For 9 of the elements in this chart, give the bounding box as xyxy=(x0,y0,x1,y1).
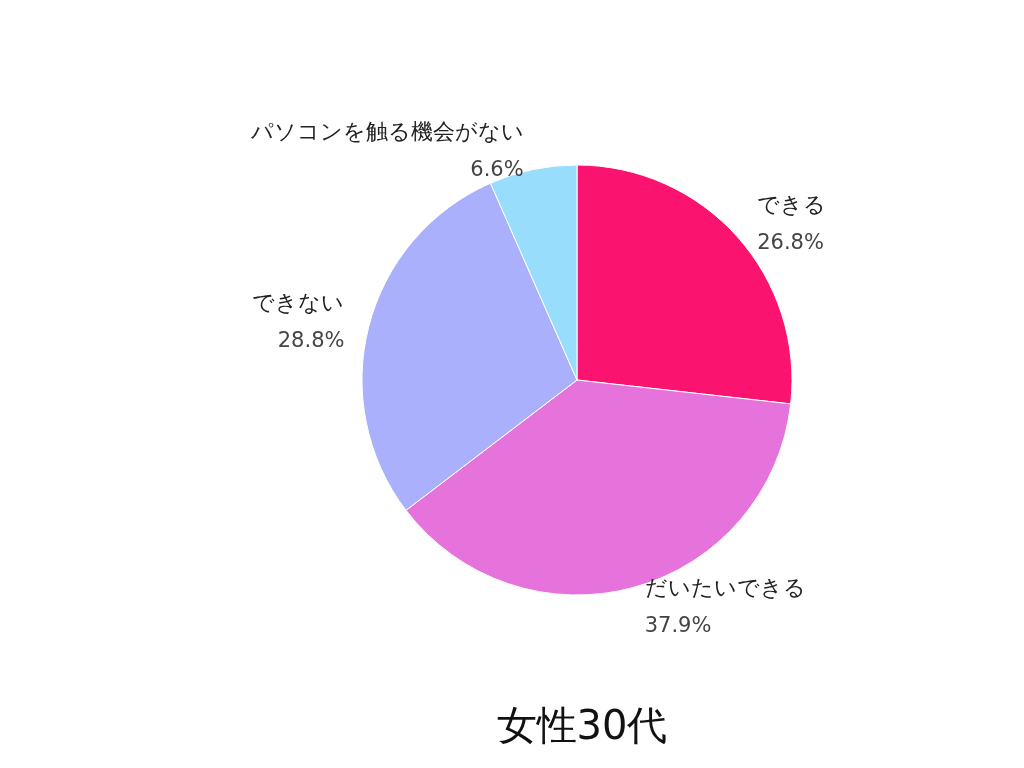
slice-label: パソコンを触る機会がない xyxy=(249,118,524,144)
slice-label: できる xyxy=(757,191,827,217)
slice-label: だいたいできる xyxy=(644,574,806,600)
data-label: 28.8% xyxy=(277,328,345,353)
text: 女性30代 xyxy=(496,702,668,748)
data-label: 37.9% xyxy=(644,613,712,638)
data-label: 26.8% xyxy=(757,230,824,255)
data-label: 6.6% xyxy=(470,157,524,182)
slice-label: できない xyxy=(252,289,345,315)
